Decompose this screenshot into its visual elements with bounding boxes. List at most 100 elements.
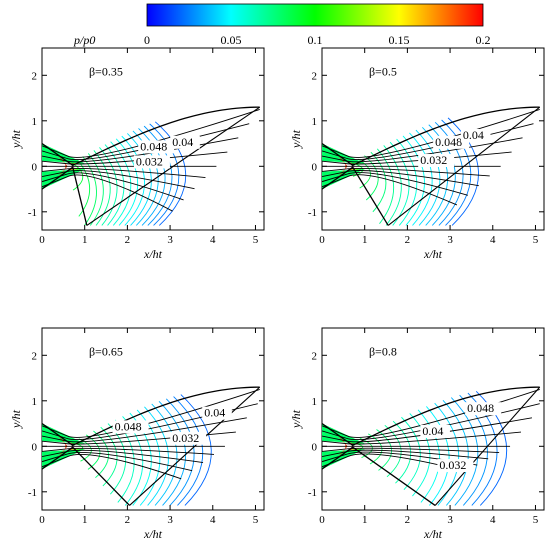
x-tick-label: 4 bbox=[210, 234, 216, 246]
contour-line bbox=[383, 145, 402, 226]
streamline bbox=[42, 170, 195, 190]
plot-area bbox=[322, 386, 541, 506]
contour-line bbox=[415, 129, 441, 226]
x-tick-label: 2 bbox=[405, 514, 411, 526]
contour-label-bg bbox=[138, 140, 175, 154]
contour-line bbox=[364, 155, 379, 201]
contour-label: 0.04 bbox=[172, 135, 193, 149]
contour-label-bg bbox=[433, 135, 470, 149]
colorbar-tick-label: 0 bbox=[144, 33, 150, 47]
contour-line bbox=[441, 119, 472, 226]
contour-line bbox=[402, 135, 425, 226]
contour-line bbox=[409, 413, 431, 497]
colorbar-tick-label: 0.1 bbox=[308, 33, 323, 47]
x-tick-label: 1 bbox=[362, 514, 368, 526]
x-tick-label: 2 bbox=[125, 234, 131, 246]
contour-line bbox=[76, 159, 91, 217]
contour-label: 0.032 bbox=[172, 431, 199, 445]
streamline bbox=[322, 108, 540, 158]
y-tick-label: -1 bbox=[28, 207, 37, 219]
x-tick-label: 1 bbox=[82, 234, 88, 246]
x-tick-label: 4 bbox=[210, 514, 216, 526]
contour-label-bg bbox=[133, 155, 170, 169]
contour-line bbox=[376, 429, 392, 471]
contour-label-bg bbox=[437, 459, 474, 473]
y-tick-label: 1 bbox=[312, 396, 318, 408]
x-tick-label: 4 bbox=[490, 234, 496, 246]
beta-label: β=0.35 bbox=[89, 64, 123, 78]
y-tick-label: 1 bbox=[32, 116, 38, 128]
colorbar-tick-label: 0.05 bbox=[221, 33, 242, 47]
contour-line bbox=[180, 394, 212, 506]
contour-label-bg bbox=[112, 420, 149, 434]
contour-line bbox=[422, 127, 449, 226]
x-tick-label: 1 bbox=[82, 514, 88, 526]
contour-line bbox=[138, 128, 166, 226]
y-axis-title: y/ht bbox=[9, 409, 23, 429]
contour-label-bg bbox=[170, 135, 200, 149]
streamline bbox=[322, 174, 458, 206]
streamline bbox=[42, 137, 239, 163]
panel-beta-065: 0 1 2 3 4 5 -1 0 1 2 x/ht y/ht β=0.65 0.048 0.04 0.032 bbox=[9, 327, 265, 541]
x-tick-label: 4 bbox=[490, 514, 496, 526]
contour-label-bg bbox=[202, 406, 232, 420]
x-axis-title: x/ht bbox=[423, 247, 443, 261]
streamline bbox=[42, 449, 204, 463]
exit-line bbox=[434, 386, 541, 506]
x-tick-label: 0 bbox=[39, 514, 45, 526]
plot-area bbox=[42, 386, 261, 506]
plot-frame bbox=[321, 327, 545, 511]
y-tick-label: 2 bbox=[312, 350, 318, 362]
x-tick-label: 0 bbox=[319, 234, 325, 246]
streamline bbox=[322, 123, 534, 161]
colorbar-tick-label: 0.2 bbox=[476, 33, 491, 47]
x-tick-label: 0 bbox=[319, 514, 325, 526]
x-axis-title: x/ht bbox=[143, 527, 163, 541]
colorbar-tick-label: 0.15 bbox=[389, 33, 410, 47]
streamline bbox=[42, 123, 250, 161]
x-axis-title: x/ht bbox=[143, 247, 163, 261]
exit-line bbox=[387, 106, 541, 226]
contour-line bbox=[417, 409, 440, 503]
y-axis-title: y/ht bbox=[9, 129, 23, 149]
y-tick-label: 1 bbox=[32, 396, 38, 408]
contour-line bbox=[158, 400, 187, 506]
y-axis-title: y/ht bbox=[289, 129, 303, 149]
streamline bbox=[42, 417, 247, 443]
contour-label-bg bbox=[460, 129, 491, 142]
streamline bbox=[42, 451, 193, 472]
contour-line bbox=[143, 125, 173, 226]
y-tick-label: 0 bbox=[32, 161, 38, 173]
beta-label: β=0.8 bbox=[369, 344, 397, 358]
upper-wall bbox=[42, 386, 260, 447]
contour-line bbox=[127, 133, 152, 226]
contour-line bbox=[151, 403, 178, 506]
contour-label: 0.04 bbox=[204, 406, 225, 420]
colorbar-title: p/p0 bbox=[73, 33, 95, 47]
contour-label: 0.048 bbox=[140, 139, 167, 153]
streamline bbox=[42, 454, 182, 480]
beta-label: β=0.65 bbox=[89, 344, 123, 358]
x-tick-label: 3 bbox=[167, 234, 173, 246]
contour-line bbox=[401, 416, 421, 490]
plot-area bbox=[42, 106, 261, 226]
colorbar: p/p0 0 0.05 0.1 0.15 0.2 bbox=[73, 3, 491, 47]
contour-label-bg bbox=[420, 424, 450, 438]
streamline bbox=[42, 108, 260, 158]
x-tick-label: 5 bbox=[533, 234, 539, 246]
contour-line bbox=[71, 442, 84, 454]
lower-wall bbox=[322, 166, 389, 226]
contour-line bbox=[100, 426, 118, 487]
streamline bbox=[322, 172, 468, 196]
x-tick-label: 3 bbox=[447, 514, 453, 526]
plot-frame bbox=[41, 327, 265, 511]
contour-line bbox=[144, 406, 169, 506]
contour-line bbox=[154, 121, 187, 226]
y-tick-label: -1 bbox=[308, 207, 317, 219]
contour-line bbox=[376, 148, 395, 224]
upper-wall bbox=[42, 106, 260, 167]
panel-beta-08: 0 1 2 3 4 5 -1 0 1 2 x/ht y/ht β=0.8 0.048 0.04 0.032 bbox=[289, 327, 545, 541]
y-tick-label: 2 bbox=[32, 350, 38, 362]
contour-line bbox=[165, 398, 195, 506]
